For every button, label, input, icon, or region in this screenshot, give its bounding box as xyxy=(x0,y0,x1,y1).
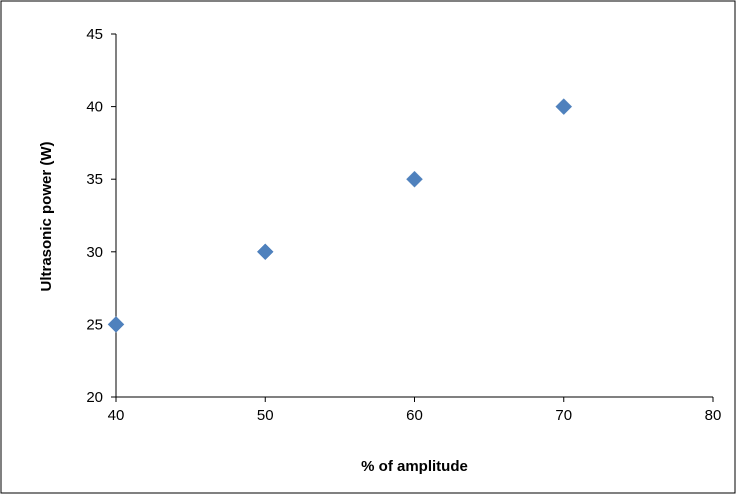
x-tick-label: 50 xyxy=(257,407,274,424)
x-axis-ticks: 40 50 60 70 80 xyxy=(108,397,722,424)
data-points xyxy=(107,98,573,333)
y-tick-label: 30 xyxy=(86,244,103,261)
x-tick-label: 80 xyxy=(705,407,722,424)
data-point xyxy=(107,316,125,333)
data-point xyxy=(555,98,573,115)
x-tick-label: 70 xyxy=(555,407,572,424)
x-tick-label: 40 xyxy=(108,407,125,424)
y-tick-label: 40 xyxy=(86,99,103,116)
y-tick-label: 25 xyxy=(86,316,103,333)
y-tick-label: 35 xyxy=(86,171,103,188)
y-axis-title: Ultrasonic power (W) xyxy=(38,141,55,291)
data-point xyxy=(406,170,423,188)
y-axis-ticks: 20 25 30 35 40 45 xyxy=(86,26,116,406)
y-tick-label: 20 xyxy=(86,389,103,406)
x-axis-title: % of amplitude xyxy=(361,458,468,475)
y-tick-label: 45 xyxy=(86,26,103,43)
data-point xyxy=(256,243,274,261)
x-tick-label: 60 xyxy=(406,407,423,424)
